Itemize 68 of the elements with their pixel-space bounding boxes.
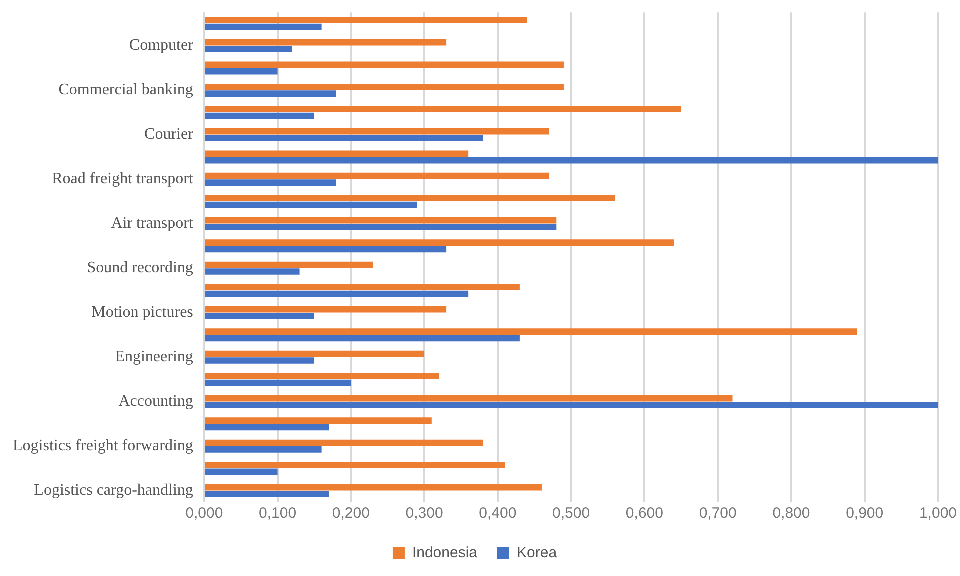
bar <box>205 62 564 68</box>
x-tick-label: 0,800 <box>772 505 810 522</box>
bar <box>205 350 425 358</box>
x-tick-label: 0,900 <box>846 505 884 522</box>
bar <box>205 24 322 30</box>
x-tick-label: 0,300 <box>406 505 444 522</box>
legend-label: Korea <box>517 544 558 562</box>
bar <box>205 268 300 275</box>
bar <box>205 135 484 142</box>
x-tick-label: 1,000 <box>919 505 958 522</box>
y-tick-label: Accounting <box>118 393 194 410</box>
bar <box>205 150 469 158</box>
bar <box>205 491 330 498</box>
bar <box>205 180 336 186</box>
x-tick-label: 0,100 <box>259 505 297 522</box>
bar <box>205 424 330 431</box>
bar <box>205 402 938 408</box>
y-tick-label: Air transport <box>111 215 194 232</box>
bar <box>205 306 447 313</box>
y-tick-label: Courier <box>144 126 194 144</box>
bar <box>205 440 484 446</box>
bar <box>205 90 336 97</box>
bar <box>205 240 674 246</box>
bar <box>205 462 506 468</box>
bar <box>205 84 564 90</box>
bar <box>205 195 616 202</box>
bar <box>205 380 352 386</box>
bar <box>205 418 432 424</box>
x-tick-label: 0,400 <box>479 505 517 522</box>
bar <box>205 106 682 113</box>
bar <box>205 484 542 491</box>
bar <box>205 262 374 268</box>
x-tick-label: 0,600 <box>626 505 664 522</box>
y-tick-label: Logistics freight forwarding <box>12 438 194 455</box>
bar <box>205 202 418 208</box>
bar <box>205 373 440 380</box>
bar <box>205 112 314 120</box>
bar <box>205 128 550 135</box>
bar <box>205 46 292 52</box>
y-tick-label: Logistics cargo-handling <box>34 482 194 500</box>
y-tick-label: Engineering <box>115 348 194 366</box>
bar <box>205 246 447 253</box>
y-tick-label: Computer <box>129 37 194 54</box>
bar <box>205 313 314 320</box>
x-tick-label: 0,200 <box>332 505 370 522</box>
x-tick-label: 0,700 <box>699 505 737 522</box>
bar <box>205 335 520 342</box>
bar <box>205 217 557 224</box>
y-tick-label: Commercial banking <box>58 82 194 99</box>
y-tick-label: Motion pictures <box>92 304 194 322</box>
bar <box>205 284 520 290</box>
bar <box>205 172 550 180</box>
bar <box>205 446 322 453</box>
y-tick-label: Sound recording <box>87 260 194 277</box>
legend-label: Indonesia <box>412 544 478 562</box>
bar <box>205 224 557 230</box>
bar <box>205 395 733 402</box>
bar <box>205 290 469 298</box>
bar <box>205 39 447 46</box>
bar <box>205 468 278 476</box>
bar <box>205 157 938 164</box>
bar <box>205 17 528 24</box>
bar <box>205 68 278 75</box>
x-tick-label: 0,500 <box>552 505 590 522</box>
x-tick-label: 0,000 <box>186 505 224 522</box>
bar <box>205 328 858 335</box>
y-tick-label: Road freight transport <box>52 170 194 188</box>
bar <box>205 358 314 364</box>
